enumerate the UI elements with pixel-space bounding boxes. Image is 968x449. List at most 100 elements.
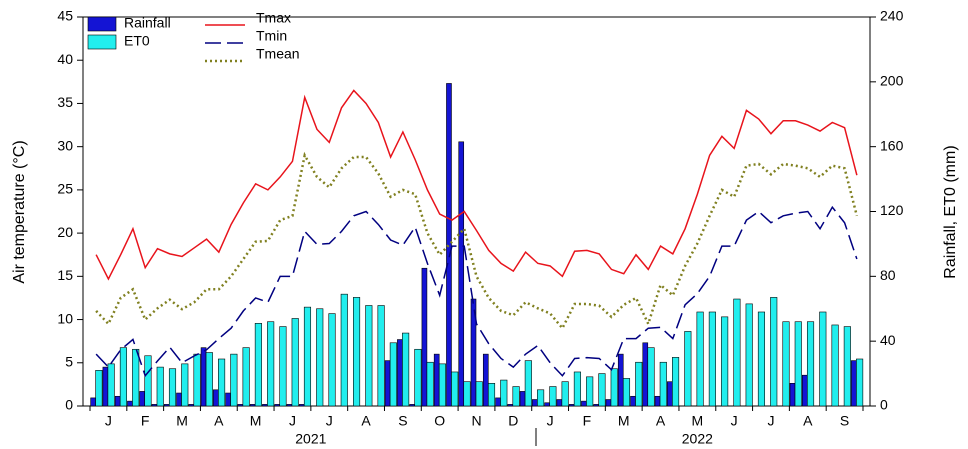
bar [316, 308, 324, 407]
bar [389, 342, 397, 407]
x-tick-label: M [250, 413, 262, 429]
bar [176, 392, 182, 407]
bar [274, 404, 280, 407]
bar [90, 397, 96, 407]
bar [181, 363, 189, 407]
bar [168, 368, 177, 407]
bar [495, 397, 501, 407]
x-tick-label: M [618, 413, 630, 429]
bar [512, 386, 520, 407]
bar [279, 326, 287, 407]
bar [107, 363, 115, 407]
x-tick-label: J [326, 413, 333, 429]
bar [163, 404, 170, 407]
legend-label: Tmax [256, 10, 291, 26]
y2-tick-label: 240 [880, 8, 904, 24]
bar [500, 379, 508, 407]
y2-tick-label: 160 [880, 137, 904, 153]
bar [249, 404, 256, 407]
bar [642, 342, 649, 407]
y2-tick-label: 40 [880, 332, 896, 348]
x-tick-label: J [767, 413, 774, 429]
y-tick-label: 30 [57, 137, 73, 153]
bar [132, 348, 140, 407]
bar [433, 353, 440, 407]
x-tick-label: S [840, 413, 849, 429]
x-tick-label: F [141, 413, 150, 429]
bar [384, 360, 391, 407]
bar [254, 323, 262, 407]
bar [340, 293, 348, 407]
bar [598, 373, 606, 407]
bar [856, 358, 864, 407]
bar [696, 311, 704, 407]
x-group-label: 2022 [682, 431, 713, 447]
bar [242, 347, 250, 407]
y2-tick-label: 80 [880, 267, 896, 283]
bar [757, 311, 766, 407]
bar [586, 376, 594, 407]
bar [298, 404, 305, 407]
y-tick-label: 25 [57, 181, 73, 197]
bar [622, 378, 631, 407]
line [95, 89, 858, 281]
x-tick-label: F [583, 413, 592, 429]
bar [482, 353, 489, 407]
bar [544, 402, 550, 407]
bar [377, 305, 385, 407]
bar [573, 371, 581, 407]
bar [659, 361, 667, 407]
bar [438, 363, 446, 407]
bar [843, 326, 851, 407]
bar [647, 347, 655, 407]
bar [446, 83, 452, 407]
bar [537, 389, 545, 407]
y-tick-label: 5 [65, 353, 73, 369]
bar [851, 360, 857, 407]
bar [156, 366, 164, 407]
legend-label: ET0 [124, 33, 150, 49]
bar [782, 321, 790, 407]
y2-tick-label: 0 [880, 397, 888, 413]
x-tick-label: N [471, 413, 481, 429]
bar [630, 395, 636, 407]
bar [421, 267, 428, 407]
bar [561, 381, 569, 407]
bar [667, 381, 673, 407]
x-tick-label: M [176, 413, 188, 429]
bar [353, 297, 361, 407]
bar [225, 392, 231, 407]
x-tick-label: M [692, 413, 704, 429]
y-axis-title: Air temperature (°C) [11, 140, 28, 283]
bar [151, 404, 158, 407]
y-tick-label: 40 [57, 51, 73, 67]
bar [291, 318, 299, 407]
bar [144, 355, 152, 407]
bar [617, 353, 624, 407]
y2-axis-title: Rainfall, ET0 (mm) [942, 145, 959, 278]
bar [672, 357, 680, 407]
x-tick-label: S [398, 413, 407, 429]
bar [328, 313, 336, 407]
bar [532, 399, 538, 407]
bar [95, 370, 103, 407]
x-tick-label: J [105, 413, 112, 429]
bar [568, 404, 575, 407]
x-tick-label: A [361, 413, 371, 429]
bar [200, 347, 207, 407]
bar [139, 391, 146, 407]
bar [262, 404, 268, 407]
bar [470, 298, 477, 407]
bar [426, 361, 434, 407]
y-tick-label: 10 [57, 310, 73, 326]
bar [519, 391, 526, 407]
y2-tick-label: 200 [880, 73, 904, 89]
bar [635, 361, 643, 407]
bar [409, 404, 415, 407]
bar [286, 404, 293, 407]
bar [188, 404, 195, 407]
bar [733, 298, 741, 407]
bar [230, 353, 238, 407]
line [95, 151, 859, 331]
